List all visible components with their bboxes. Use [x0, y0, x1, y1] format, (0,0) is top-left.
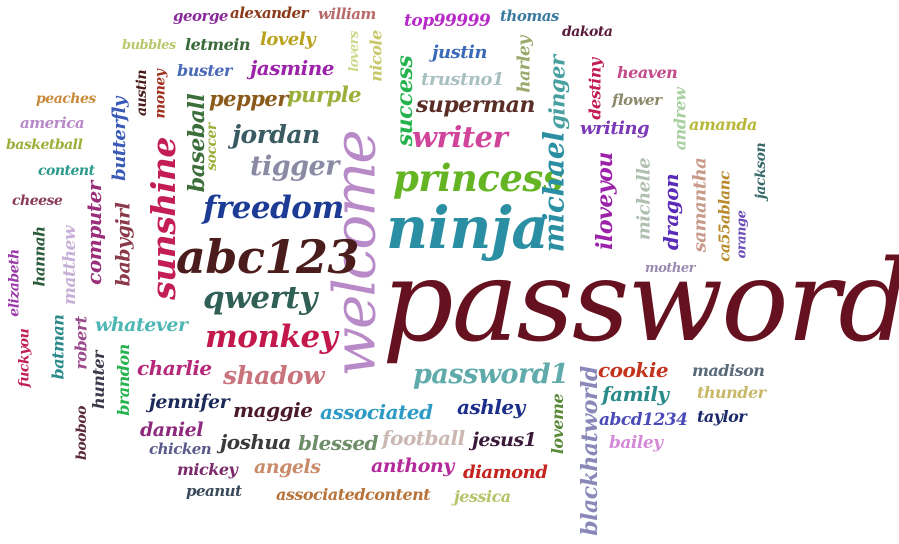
word-thomas: thomas [500, 7, 559, 25]
word-password1: password1 [413, 359, 569, 390]
word-heaven: heaven [617, 63, 678, 82]
word-trustno1: trustno1 [421, 69, 504, 90]
word-butterfly: butterfly [108, 97, 130, 181]
word-top99999: top99999 [404, 11, 491, 31]
word-mother: mother [645, 261, 696, 276]
word-abc123: abc123 [176, 230, 360, 284]
word-peanut: peanut [186, 482, 242, 500]
word-content: content [38, 163, 95, 179]
word-superman: superman [416, 92, 535, 118]
word-pepper: pepper [209, 86, 288, 111]
word-ginger: ginger [544, 55, 570, 130]
word-whatever: whatever [95, 314, 188, 336]
word-abcd1234: abcd1234 [599, 410, 688, 430]
word-booboo: booboo [73, 406, 90, 460]
word-mickey: mickey [177, 460, 238, 479]
word-madison: madison [692, 361, 765, 380]
word-flower: flower [612, 91, 662, 109]
word-anthony: anthony [371, 455, 454, 477]
word-writer: writer [412, 120, 508, 154]
word-america: america [20, 114, 85, 132]
word-destiny: destiny [585, 58, 605, 120]
word-andrew: andrew [670, 87, 690, 151]
word-batman: batman [48, 314, 68, 380]
word-alexander: alexander [230, 4, 308, 22]
word-princess: princess [393, 156, 564, 200]
word-buster: buster [177, 61, 232, 80]
word-dragon: dragon [659, 173, 684, 251]
word-elizabeth: elizabeth [6, 249, 23, 317]
word-daniel: daniel [140, 419, 203, 441]
word-george: george [173, 7, 228, 25]
word-jasmine: jasmine [250, 56, 334, 80]
word-family: family [602, 382, 669, 406]
word-password: password [382, 237, 899, 367]
word-michelle: michelle [633, 157, 655, 241]
word-associated: associated [320, 400, 433, 424]
word-justin: justin [432, 42, 487, 63]
word-matthew: matthew [60, 225, 81, 306]
word-lovers: lovers [346, 31, 362, 72]
word-monkey: monkey [205, 319, 338, 355]
word-blessed: blessed [298, 431, 379, 455]
word-angels: angels [254, 456, 321, 478]
word-writing: writing [580, 118, 650, 139]
word-associatedcontent: associatedcontent [276, 485, 431, 504]
word-cookie: cookie [598, 358, 669, 382]
word-ninja: ninja [386, 194, 549, 262]
word-hannah: hannah [30, 226, 49, 287]
word-robert: robert [71, 316, 91, 370]
word-bubbles: bubbles [122, 38, 176, 53]
word-hunter: hunter [88, 351, 108, 409]
word-sunshine: sunshine [143, 137, 183, 300]
word-football: football [382, 426, 465, 450]
word-william: william [318, 5, 376, 23]
word-freedom: freedom [203, 190, 344, 226]
word-soccer: soccer [203, 123, 220, 171]
word-money: money [152, 69, 169, 119]
word-bailey: bailey [609, 433, 663, 453]
word-diamond: diamond [463, 462, 548, 483]
word-tigger: tigger [250, 151, 339, 182]
word-iloveyou: iloveyou [591, 152, 618, 250]
word-nicole: nicole [366, 30, 386, 82]
word-orange: orange [734, 210, 750, 259]
word-qwerty: qwerty [203, 280, 317, 316]
word-lovely: lovely [260, 29, 316, 50]
word-purple: purple [287, 82, 362, 107]
word-ca55ablanc: ca55ablanc [715, 171, 734, 262]
word-austin: austin [134, 69, 151, 117]
word-brandon: brandon [113, 344, 133, 416]
word-computer: computer [81, 181, 106, 285]
word-shadow: shadow [223, 361, 325, 390]
word-fuckyou: fuckyou [16, 328, 33, 388]
word-joshua: joshua [220, 430, 291, 454]
word-jackson: jackson [753, 142, 770, 200]
word-basketball: basketball [6, 137, 83, 153]
word-dakota: dakota [562, 24, 613, 40]
word-ashley: ashley [457, 395, 525, 419]
word-success: success [392, 55, 419, 147]
word-jennifer: jennifer [149, 391, 230, 413]
word-jordan: jordan [232, 120, 320, 149]
word-peaches: peaches [36, 91, 96, 107]
word-cheese: cheese [12, 193, 63, 209]
word-blackhatworld: blackhatworld [576, 366, 603, 536]
word-jessica: jessica [454, 487, 511, 506]
word-chicken: chicken [149, 440, 212, 458]
word-samantha: samantha [689, 157, 711, 253]
word-letmein: letmein [185, 35, 250, 54]
word-harley: harley [514, 36, 535, 93]
word-taylor: taylor [697, 407, 747, 426]
word-maggie: maggie [233, 398, 313, 422]
word-charlie: charlie [137, 356, 212, 380]
word-loveme: loveme [548, 393, 568, 455]
word-jesus1: jesus1 [472, 429, 537, 451]
word-thunder: thunder [697, 383, 766, 402]
word-michael: michael [537, 131, 571, 253]
word-amanda: amanda [689, 115, 757, 134]
word-babygirl: babygirl [112, 202, 135, 287]
